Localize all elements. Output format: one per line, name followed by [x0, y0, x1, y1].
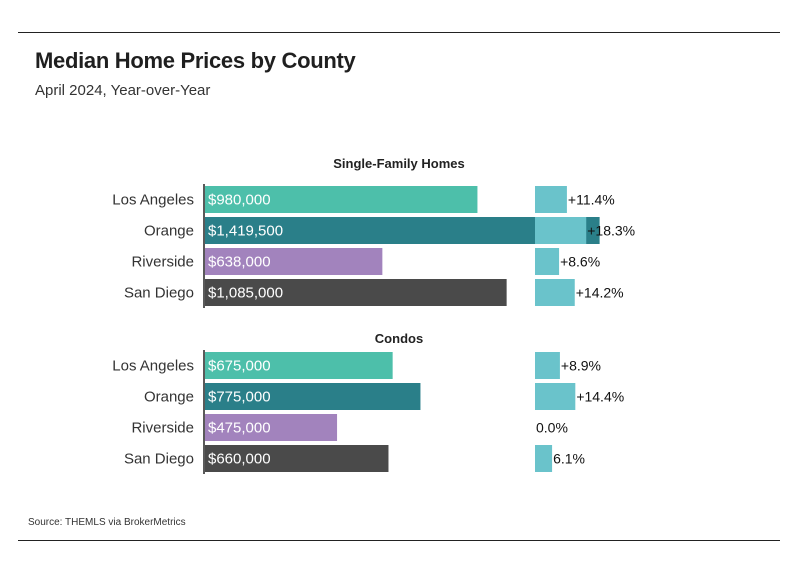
- price-bar: [205, 414, 338, 441]
- change-label: +14.2%: [576, 285, 624, 301]
- price-bar: [205, 248, 383, 275]
- change-bar: [535, 248, 560, 275]
- category-label: Los Angeles: [112, 192, 194, 209]
- price-bar: [205, 383, 421, 410]
- price-label: $1,085,000: [208, 285, 283, 302]
- price-label: $638,000: [208, 254, 271, 271]
- price-label: $980,000: [208, 192, 271, 209]
- category-label: San Diego: [124, 285, 194, 302]
- change-label: +8.6%: [560, 254, 600, 270]
- price-bar: [205, 217, 600, 244]
- price-label: $675,000: [208, 358, 271, 375]
- category-label: Orange: [144, 223, 194, 240]
- source-note: Source: THEMLS via BrokerMetrics: [28, 517, 186, 528]
- category-label: Orange: [144, 389, 194, 406]
- price-label: $1,419,500: [208, 223, 283, 240]
- change-bar: [535, 383, 576, 410]
- category-label: San Diego: [124, 451, 194, 468]
- panel-title: Condos: [375, 331, 423, 346]
- price-label: $775,000: [208, 389, 271, 406]
- chart-subtitle: April 2024, Year-over-Year: [35, 82, 211, 99]
- top-rule: [18, 32, 780, 33]
- change-label: +14.4%: [576, 389, 624, 405]
- panel-title: Single-Family Homes: [333, 156, 464, 171]
- change-bar: [535, 279, 575, 306]
- price-bar: [205, 279, 507, 306]
- change-label: +18.3%: [587, 223, 635, 239]
- change-label: 6.1%: [553, 451, 585, 467]
- change-label: +8.9%: [561, 358, 601, 374]
- change-label: +11.4%: [568, 192, 615, 208]
- price-label: $475,000: [208, 420, 271, 437]
- chart-title: Median Home Prices by County: [35, 48, 356, 73]
- category-label: Los Angeles: [112, 358, 194, 375]
- price-bar: [205, 445, 389, 472]
- change-bar: [535, 445, 553, 472]
- bottom-rule: [18, 540, 780, 541]
- change-bar: [535, 352, 560, 379]
- change-bar: [535, 217, 587, 244]
- price-label: $660,000: [208, 451, 271, 468]
- change-label: 0.0%: [536, 420, 568, 436]
- price-bar: [205, 186, 478, 213]
- change-bar: [535, 186, 567, 213]
- price-bar: [205, 352, 393, 379]
- category-label: Riverside: [131, 420, 194, 437]
- category-label: Riverside: [131, 254, 194, 271]
